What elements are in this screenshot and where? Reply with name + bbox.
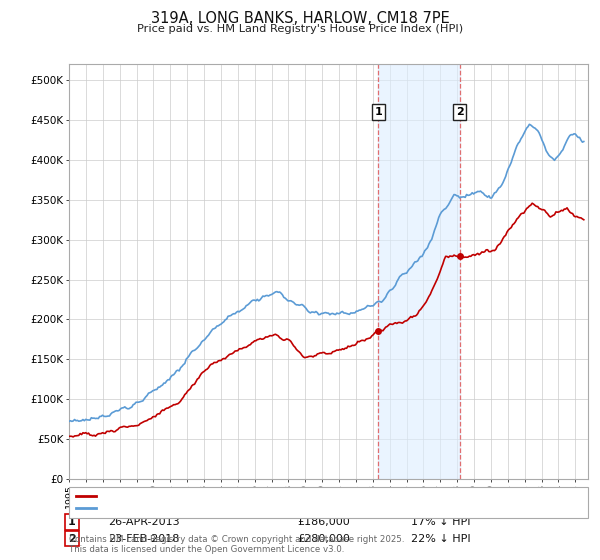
Text: 1: 1 bbox=[374, 107, 382, 117]
Text: 2: 2 bbox=[68, 534, 76, 544]
Text: £186,000: £186,000 bbox=[297, 517, 350, 527]
Text: 319A, LONG BANKS, HARLOW, CM18 7PE (semi-detached house): 319A, LONG BANKS, HARLOW, CM18 7PE (semi… bbox=[99, 491, 436, 501]
Text: HPI: Average price, semi-detached house, Harlow: HPI: Average price, semi-detached house,… bbox=[99, 503, 357, 514]
Bar bbox=[378, 64, 460, 479]
Text: 23-FEB-2018: 23-FEB-2018 bbox=[108, 534, 179, 544]
Text: 22% ↓ HPI: 22% ↓ HPI bbox=[411, 534, 470, 544]
Text: 17% ↓ HPI: 17% ↓ HPI bbox=[411, 517, 470, 527]
Text: 2: 2 bbox=[455, 107, 463, 117]
Text: Price paid vs. HM Land Registry's House Price Index (HPI): Price paid vs. HM Land Registry's House … bbox=[137, 24, 463, 34]
Text: 319A, LONG BANKS, HARLOW, CM18 7PE: 319A, LONG BANKS, HARLOW, CM18 7PE bbox=[151, 11, 449, 26]
Text: 1: 1 bbox=[68, 517, 76, 527]
Text: Contains HM Land Registry data © Crown copyright and database right 2025.
This d: Contains HM Land Registry data © Crown c… bbox=[69, 535, 404, 554]
Text: 26-APR-2013: 26-APR-2013 bbox=[108, 517, 179, 527]
Text: £280,000: £280,000 bbox=[297, 534, 350, 544]
